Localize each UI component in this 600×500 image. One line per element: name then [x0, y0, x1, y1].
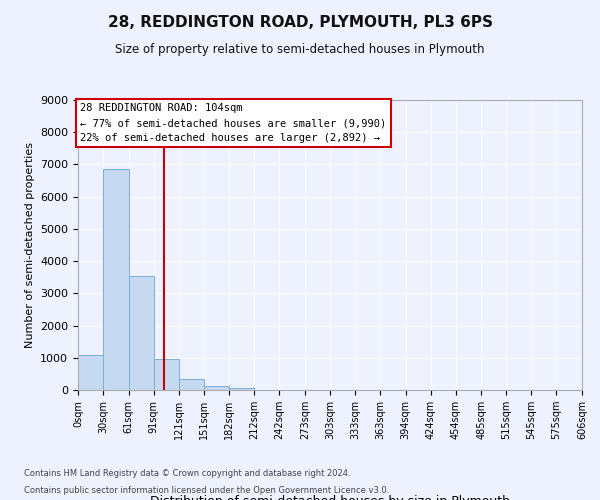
Text: Contains HM Land Registry data © Crown copyright and database right 2024.: Contains HM Land Registry data © Crown c…: [24, 468, 350, 477]
Bar: [154, 358, 179, 390]
Text: Contains public sector information licensed under the Open Government Licence v3: Contains public sector information licen…: [24, 486, 389, 495]
Bar: [203, 386, 229, 390]
Bar: [229, 388, 254, 390]
X-axis label: Distribution of semi-detached houses by size in Plymouth: Distribution of semi-detached houses by …: [150, 495, 510, 500]
Bar: [179, 380, 203, 390]
Y-axis label: Number of semi-detached properties: Number of semi-detached properties: [25, 142, 35, 348]
Bar: [129, 276, 154, 390]
Bar: [103, 170, 129, 390]
Text: Size of property relative to semi-detached houses in Plymouth: Size of property relative to semi-detach…: [115, 42, 485, 56]
Bar: [78, 354, 103, 390]
Text: 28, REDDINGTON ROAD, PLYMOUTH, PL3 6PS: 28, REDDINGTON ROAD, PLYMOUTH, PL3 6PS: [107, 15, 493, 30]
Text: 28 REDDINGTON ROAD: 104sqm
← 77% of semi-detached houses are smaller (9,990)
22%: 28 REDDINGTON ROAD: 104sqm ← 77% of semi…: [80, 103, 387, 143]
